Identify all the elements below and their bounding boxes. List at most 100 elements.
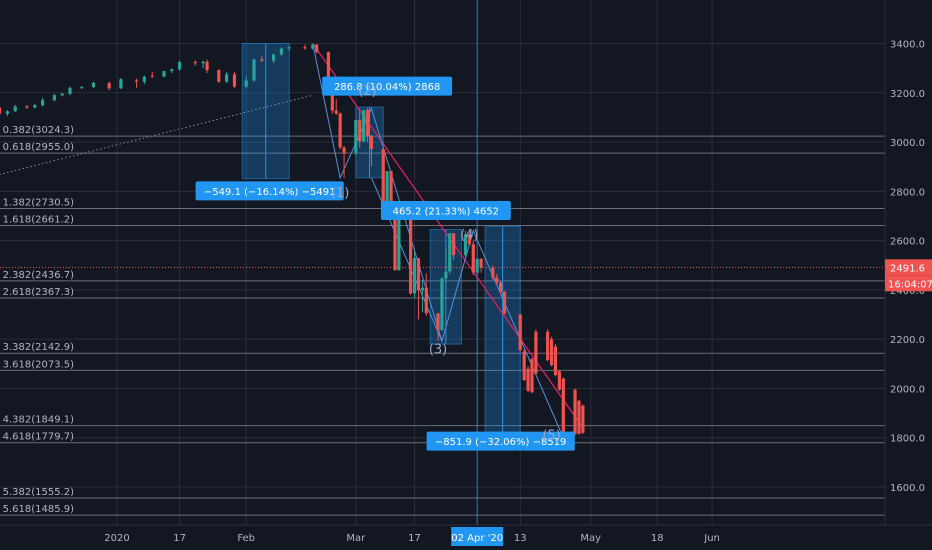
candle-body (60, 93, 64, 96)
wave-label[interactable]: (1) (331, 186, 349, 201)
candle-body (358, 119, 362, 142)
candle-body (397, 213, 401, 271)
measure-label-box[interactable] (322, 76, 453, 96)
elliott-wave-path[interactable] (312, 43, 564, 438)
crosshair-date-tag[interactable] (451, 527, 504, 546)
candle-body (581, 405, 585, 433)
candle-body (354, 119, 358, 154)
candle-body (491, 267, 495, 278)
candle-body (217, 70, 221, 82)
candle-body (142, 76, 147, 82)
candle-body (385, 171, 389, 205)
candle-body (463, 234, 468, 256)
measure-label-box[interactable] (426, 431, 575, 451)
measure-label-box[interactable] (380, 201, 511, 221)
candle-body (362, 110, 366, 142)
fib-level-label: 1.618(2661.2) (3, 215, 75, 226)
candle-body (561, 378, 565, 437)
current-price-tag[interactable] (885, 259, 932, 276)
price-tick-label: 2400.0 (890, 286, 925, 297)
countdown-tag (885, 275, 932, 292)
candle-body (499, 282, 503, 292)
candle-body (244, 80, 248, 87)
candle-body (272, 54, 276, 61)
annotation-labels[interactable]: −549.1 (−16.14%) −5491 286.8 (10.04%) 286… (0, 0, 885, 525)
candle-body (522, 351, 526, 381)
candle-body (440, 278, 444, 331)
measure-label-box[interactable] (195, 181, 344, 201)
price-tick-label: 1600.0 (890, 483, 925, 494)
wave-label[interactable]: (4) (460, 228, 478, 243)
fib-level-label: 0.382(3024.3) (3, 125, 75, 136)
candle-body (577, 400, 581, 434)
candle-body (303, 47, 307, 49)
candle-body (479, 258, 483, 268)
candle-body (518, 314, 522, 351)
candle-body (170, 69, 174, 72)
time-tick-label: May (580, 533, 601, 544)
candle-body (416, 258, 421, 291)
wave-label[interactable]: (5) (542, 428, 560, 443)
candle-body (557, 371, 561, 390)
candle-body (5, 111, 9, 114)
fib-level-label: 2.382(2436.7) (3, 270, 75, 281)
candle-body (553, 346, 558, 376)
candle-body (409, 213, 413, 294)
fib-level-label: 2.618(2367.3) (3, 287, 75, 298)
time-tick-label: 17 (408, 533, 421, 544)
candle-body (225, 74, 229, 82)
candle-body (334, 110, 338, 114)
fib-level-label: 5.618(1485.9) (3, 504, 75, 515)
price-tick-label: 2200.0 (890, 335, 925, 346)
candle-body (0, 107, 2, 114)
candle-body (134, 80, 139, 82)
candle-body (393, 205, 397, 271)
candle-body (330, 85, 334, 111)
candle-body (549, 339, 554, 366)
dotted-channel-line[interactable] (0, 94, 313, 181)
time-axis[interactable]: 2020 17 Feb Mar 17 13 May 18 Jun 02 Apr '20 (0, 524, 932, 550)
candle-body (534, 331, 538, 374)
fib-level-label: 4.618(1779.7) (3, 432, 75, 443)
time-tick-label: 18 (651, 533, 664, 544)
candle-body (232, 74, 237, 87)
candle-body (52, 95, 56, 101)
crosshair-date-label: 02 Apr '20 (451, 533, 503, 544)
candle-body (150, 75, 154, 77)
fib-level-label: 3.618(2073.5) (3, 359, 75, 370)
wave-label[interactable]: (2) (358, 84, 376, 99)
time-tick-label: 17 (173, 533, 186, 544)
candle-body (178, 61, 182, 70)
price-axis[interactable]: 1600.0 1800.0 2000.0 2200.0 2400.0 2600.0 2800… (884, 0, 932, 550)
candle-body (25, 106, 29, 108)
candle-body (412, 258, 417, 294)
candle-body (369, 136, 374, 149)
candle-body (495, 277, 499, 283)
candle-body (311, 44, 315, 49)
candle-body (119, 79, 123, 89)
price-tick-label: 2000.0 (890, 384, 925, 395)
candle-body (80, 87, 84, 89)
price-tick-label: 3400.0 (890, 40, 925, 51)
fib-level-label: 4.382(1849.1) (3, 415, 75, 426)
price-tick-label: 3000.0 (890, 138, 925, 149)
measure-label: 465.2 (21.33%) 4652 (393, 207, 499, 218)
candle-body (420, 287, 424, 291)
candle-body (471, 244, 475, 273)
candle-body (342, 147, 346, 154)
fib-extension[interactable]: 0.382(3024.3) 0.618(2955.0) 1.382(2730.5) 1… (0, 125, 885, 516)
candle-body (68, 87, 72, 94)
price-tick-label: 2800.0 (890, 187, 925, 198)
candle-body (33, 105, 37, 108)
price-tick-label: 3200.0 (890, 89, 925, 100)
candle-body (389, 171, 393, 206)
trend-line-red[interactable] (312, 43, 584, 428)
candle-body (467, 234, 471, 245)
candle-body (436, 313, 440, 331)
wave-label[interactable]: (3) (429, 342, 447, 357)
time-tick-label: Mar (346, 533, 366, 544)
candle-body (260, 59, 264, 61)
candle-body (91, 82, 96, 88)
